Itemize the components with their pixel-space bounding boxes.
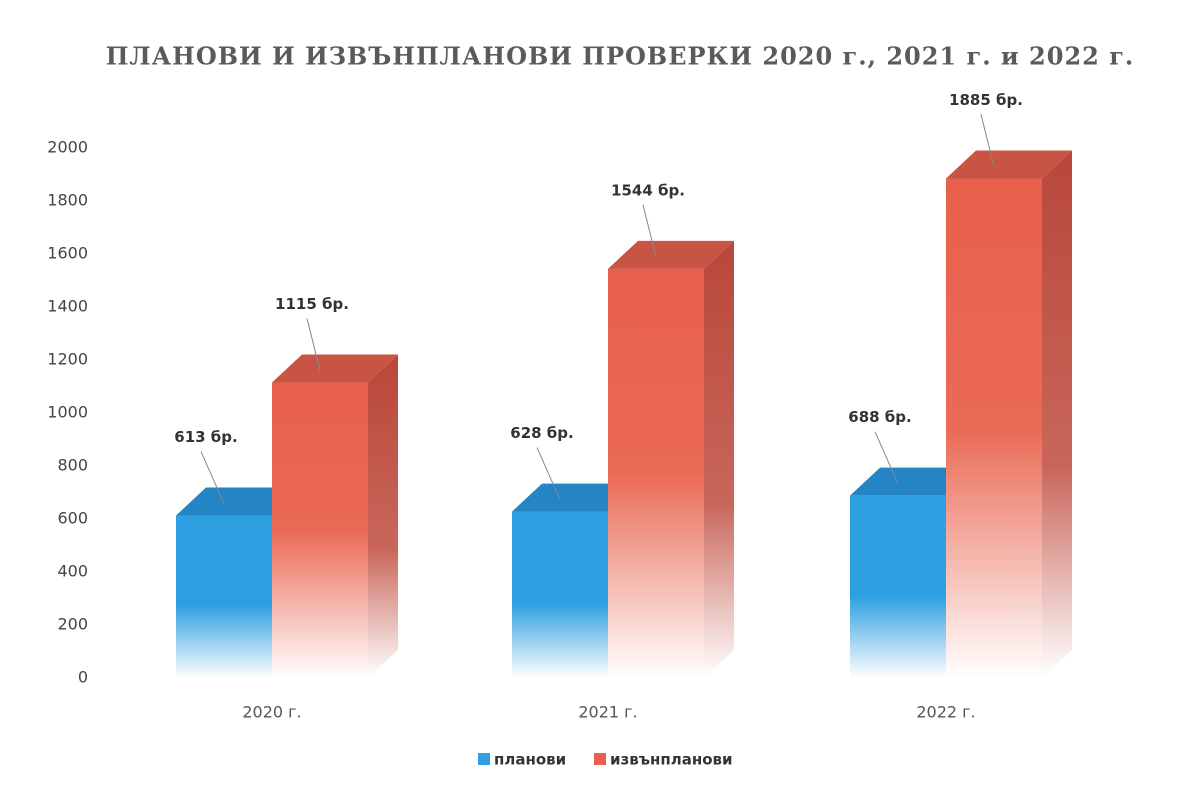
leader-line bbox=[980, 114, 995, 167]
y-tick-label: 1200 bbox=[47, 350, 88, 369]
bar-top bbox=[272, 354, 398, 383]
bar-top bbox=[850, 467, 976, 496]
leader-line bbox=[536, 447, 561, 500]
value-label: 688 бр. bbox=[848, 408, 911, 426]
legend-label: извънпланови bbox=[610, 751, 733, 769]
y-tick-label: 2000 bbox=[47, 138, 88, 157]
leader-line bbox=[200, 451, 225, 504]
bar-top bbox=[176, 487, 302, 516]
y-tick-label: 1600 bbox=[47, 244, 88, 263]
bar-side bbox=[1042, 150, 1072, 679]
bar bbox=[608, 268, 704, 678]
bar-side bbox=[368, 354, 398, 678]
y-tick-label: 1400 bbox=[47, 297, 88, 316]
bar-top bbox=[946, 150, 1072, 179]
y-tick-label: 200 bbox=[57, 615, 88, 634]
value-label: 1885 бр. bbox=[949, 91, 1023, 109]
y-tick-label: 1000 bbox=[47, 403, 88, 422]
bar-top bbox=[608, 240, 734, 269]
bar bbox=[850, 495, 946, 678]
bar bbox=[946, 178, 1042, 678]
legend-swatch bbox=[594, 753, 606, 765]
x-tick-label: 2022 г. bbox=[916, 703, 975, 722]
bar bbox=[176, 515, 272, 678]
bar bbox=[512, 511, 608, 678]
y-tick-label: 600 bbox=[57, 509, 88, 528]
y-tick-label: 800 bbox=[57, 456, 88, 475]
y-tick-label: 1800 bbox=[47, 191, 88, 210]
bar-top bbox=[512, 483, 638, 512]
legend-label: планови bbox=[494, 751, 566, 769]
x-tick-label: 2020 г. bbox=[242, 703, 301, 722]
value-label: 1115 бр. bbox=[275, 295, 349, 313]
value-label: 628 бр. bbox=[510, 424, 573, 442]
bar bbox=[272, 382, 368, 678]
leader-line bbox=[306, 318, 321, 371]
leader-line bbox=[642, 204, 657, 257]
chart-title: ПЛАНОВИ И ИЗВЪНПЛАНОВИ ПРОВЕРКИ 2020 г.,… bbox=[106, 42, 1135, 71]
legend-swatch bbox=[478, 753, 490, 765]
value-label: 1544 бр. bbox=[611, 181, 685, 199]
leader-line bbox=[874, 431, 899, 484]
y-tick-label: 400 bbox=[57, 562, 88, 581]
y-tick-label: 0 bbox=[78, 668, 88, 687]
bar-side bbox=[704, 240, 734, 678]
value-label: 613 бр. bbox=[174, 428, 237, 446]
x-tick-label: 2021 г. bbox=[578, 703, 637, 722]
